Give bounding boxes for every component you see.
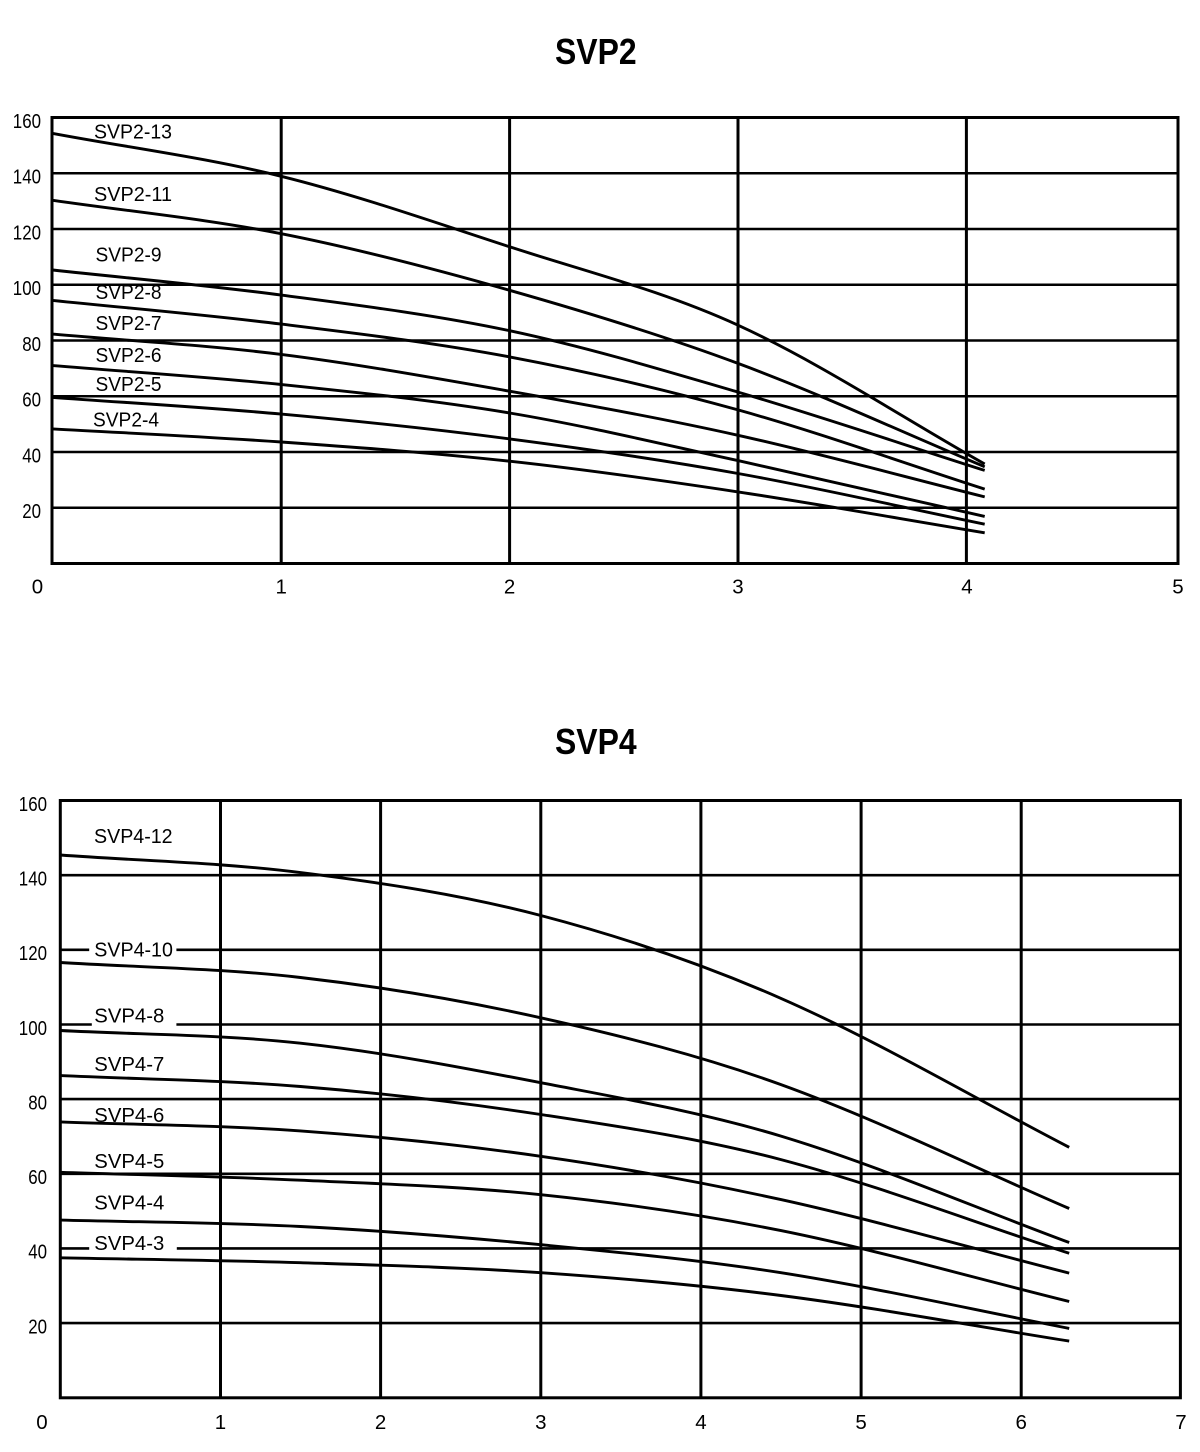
- svg-text:SVP2: SVP2: [555, 32, 637, 72]
- svg-text:0: 0: [32, 576, 43, 599]
- svg-text:4: 4: [695, 1411, 706, 1434]
- svg-text:SVP2-8: SVP2-8: [96, 282, 162, 304]
- svg-text:0: 0: [36, 1411, 47, 1434]
- svg-text:80: 80: [28, 1091, 47, 1114]
- svg-text:140: 140: [13, 166, 41, 189]
- svg-text:20: 20: [22, 500, 41, 523]
- svg-text:SVP4-12: SVP4-12: [94, 826, 173, 848]
- svg-text:SVP2-5: SVP2-5: [96, 374, 162, 396]
- svg-text:SVP2-11: SVP2-11: [94, 184, 172, 206]
- svg-text:1: 1: [275, 576, 286, 599]
- svg-text:SVP4-8: SVP4-8: [94, 1006, 164, 1028]
- svg-text:5: 5: [1172, 576, 1183, 599]
- svg-text:40: 40: [22, 444, 41, 467]
- svg-text:120: 120: [19, 942, 47, 965]
- svg-text:SVP4-3: SVP4-3: [94, 1233, 164, 1255]
- svg-text:120: 120: [13, 221, 41, 244]
- svg-text:SVP4-10: SVP4-10: [94, 940, 173, 962]
- svg-text:SVP4-7: SVP4-7: [94, 1054, 164, 1076]
- svg-text:SVP2-9: SVP2-9: [96, 244, 162, 266]
- svg-text:SVP2-7: SVP2-7: [96, 313, 162, 335]
- svg-text:5: 5: [855, 1411, 866, 1434]
- svg-text:SVP2-13: SVP2-13: [94, 122, 172, 144]
- svg-text:1: 1: [215, 1411, 226, 1434]
- svg-text:160: 160: [13, 110, 41, 133]
- svg-text:100: 100: [13, 277, 41, 300]
- svg-text:60: 60: [22, 389, 41, 412]
- svg-text:100: 100: [19, 1017, 47, 1040]
- svg-text:SVP4-6: SVP4-6: [94, 1105, 164, 1127]
- svg-text:4: 4: [961, 576, 972, 599]
- svg-text:20: 20: [28, 1315, 47, 1338]
- svg-text:7: 7: [1175, 1411, 1186, 1434]
- svg-text:2: 2: [375, 1411, 386, 1434]
- svg-text:SVP4-4: SVP4-4: [94, 1193, 164, 1215]
- svg-text:2: 2: [504, 576, 515, 599]
- svg-text:SVP4-5: SVP4-5: [94, 1151, 164, 1173]
- svg-text:SVP4: SVP4: [555, 722, 637, 762]
- svg-text:80: 80: [22, 333, 41, 356]
- svg-text:140: 140: [19, 867, 47, 890]
- svg-text:SVP2-4: SVP2-4: [93, 410, 159, 432]
- svg-text:3: 3: [732, 576, 743, 599]
- svg-text:3: 3: [535, 1411, 546, 1434]
- svg-text:6: 6: [1015, 1411, 1026, 1434]
- svg-text:40: 40: [28, 1241, 47, 1264]
- svg-text:SVP2-6: SVP2-6: [96, 345, 162, 367]
- svg-text:160: 160: [19, 793, 47, 816]
- svg-text:60: 60: [28, 1166, 47, 1189]
